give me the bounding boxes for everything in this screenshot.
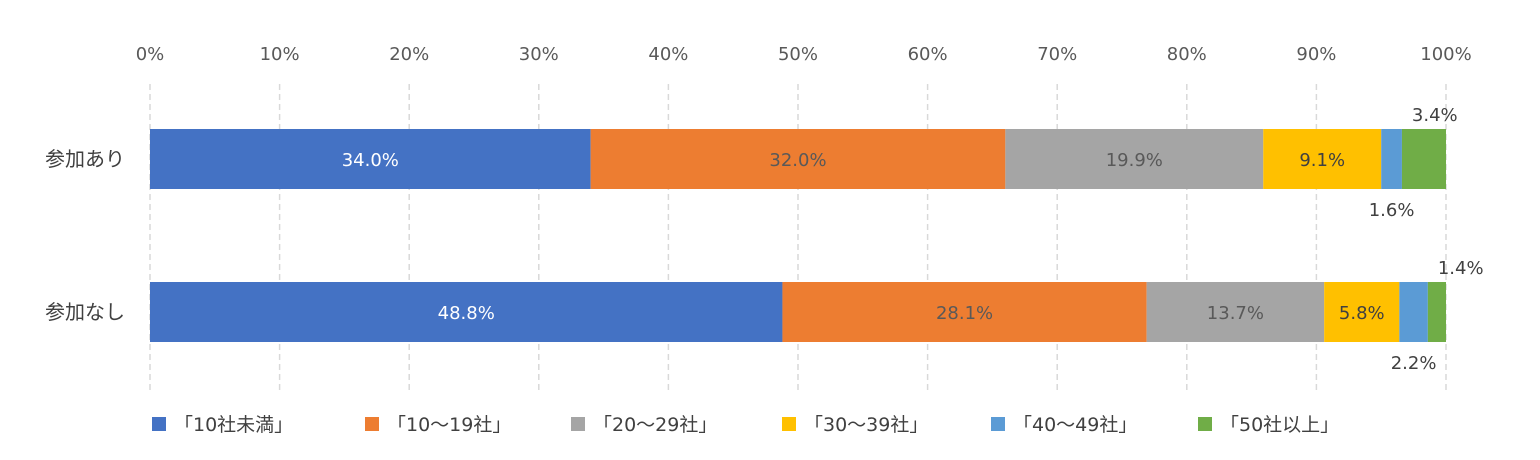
x-tick-label: 0% [136, 44, 165, 65]
legend-swatch [365, 417, 379, 431]
legend-label: 「20〜29社」 [593, 414, 717, 436]
bar-segment [1381, 129, 1402, 189]
legend: 「10社未満」 「10〜19社」 「20〜29社」 「30〜39社」 「40〜49社」 「… [152, 414, 1339, 436]
data-label: 13.7% [1207, 303, 1264, 324]
data-labels: 34.0% 32.0% 19.9% 9.1% 1.6% 3.4% 48.8% 28.1% 13.… [342, 105, 1484, 374]
category-label: 参加なし [45, 300, 125, 324]
x-tick-label: 30% [519, 44, 559, 65]
bar-segment [590, 129, 1006, 189]
bar-segment [1146, 282, 1325, 342]
data-label: 1.6% [1369, 200, 1415, 221]
legend-label: 「40〜49社」 [1013, 414, 1137, 436]
data-label: 9.1% [1299, 150, 1345, 171]
category-label: 参加あり [45, 147, 125, 171]
bar-segment [1324, 282, 1400, 342]
legend-swatch [571, 417, 585, 431]
data-label: 34.0% [342, 150, 399, 171]
x-axis-tick-labels: 0% 10% 20% 30% 40% 50% 60% 70% 80% 90% 100% [136, 44, 1472, 65]
x-tick-label: 20% [389, 44, 429, 65]
bar-segment [1427, 282, 1446, 342]
data-label: 19.9% [1106, 150, 1163, 171]
data-label: 32.0% [769, 150, 826, 171]
x-tick-label: 50% [778, 44, 818, 65]
bar-segment [1399, 282, 1428, 342]
x-tick-label: 40% [648, 44, 688, 65]
bars [150, 129, 1446, 342]
data-label: 48.8% [438, 303, 495, 324]
data-label: 5.8% [1339, 303, 1385, 324]
data-label: 28.1% [936, 303, 993, 324]
x-tick-label: 80% [1167, 44, 1207, 65]
legend-swatch [152, 417, 166, 431]
data-label: 2.2% [1391, 353, 1437, 374]
data-label: 1.4% [1438, 258, 1484, 279]
bar-segment [1263, 129, 1382, 189]
data-label: 3.4% [1412, 105, 1458, 126]
legend-swatch [782, 417, 796, 431]
bar-segment [150, 282, 783, 342]
legend-label: 「50社以上」 [1220, 414, 1339, 436]
x-tick-label: 90% [1296, 44, 1336, 65]
x-tick-label: 10% [260, 44, 300, 65]
legend-label: 「10社未満」 [174, 414, 293, 436]
bar-segment [1401, 129, 1446, 189]
legend-swatch [991, 417, 1005, 431]
bar-segment [782, 282, 1147, 342]
bar-segment [1005, 129, 1264, 189]
legend-label: 「10〜19社」 [387, 414, 511, 436]
x-tick-label: 100% [1420, 44, 1471, 65]
x-tick-label: 70% [1037, 44, 1077, 65]
legend-label: 「30〜39社」 [804, 414, 928, 436]
bar-segment [150, 129, 591, 189]
legend-swatch [1198, 417, 1212, 431]
x-tick-label: 60% [908, 44, 948, 65]
